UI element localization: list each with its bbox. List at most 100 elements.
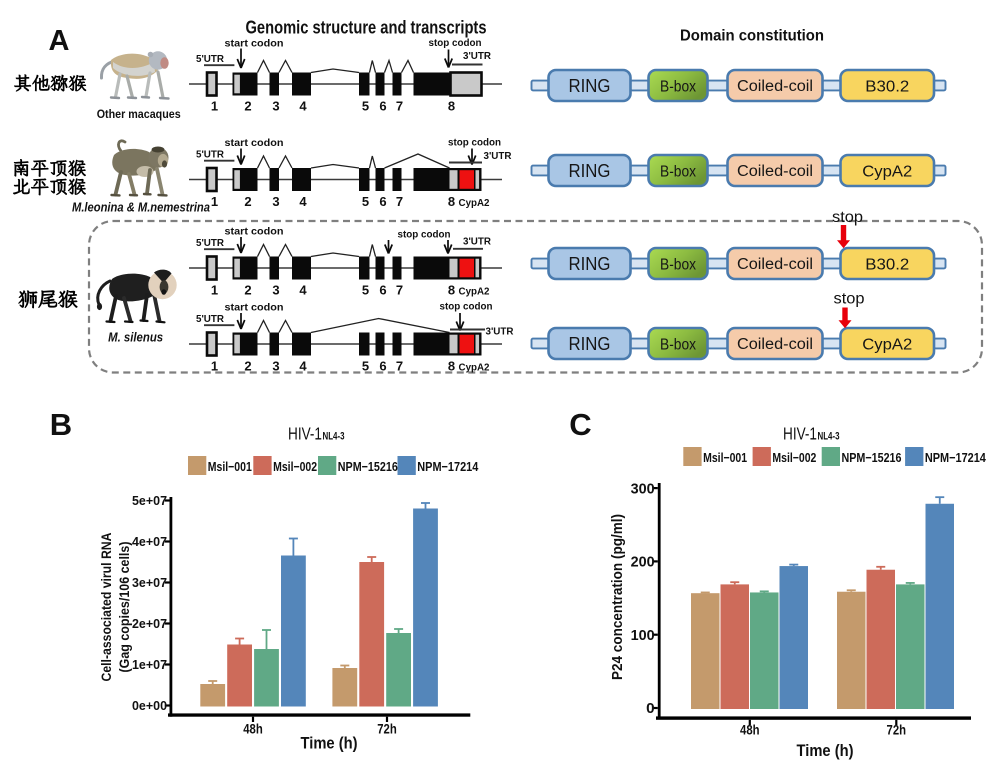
- svg-text:Coiled-coil: Coiled-coil: [737, 78, 813, 95]
- svg-text:1: 1: [211, 282, 218, 297]
- svg-text:6: 6: [379, 358, 386, 373]
- svg-text:4e+07: 4e+07: [132, 534, 167, 549]
- svg-text:5: 5: [362, 358, 369, 373]
- svg-text:Other macaques: Other macaques: [97, 109, 181, 121]
- svg-text:4: 4: [299, 358, 307, 373]
- svg-text:5'UTR: 5'UTR: [196, 149, 224, 161]
- svg-text:Genomic structure and transcri: Genomic structure and transcripts: [246, 18, 487, 38]
- svg-text:2e+07: 2e+07: [132, 616, 167, 631]
- svg-text:8: 8: [448, 282, 455, 297]
- svg-text:B30.2: B30.2: [865, 256, 909, 273]
- svg-text:5: 5: [362, 194, 369, 209]
- svg-text:CypA2: CypA2: [459, 197, 490, 209]
- svg-text:5e+07: 5e+07: [132, 493, 167, 508]
- svg-text:3'UTR: 3'UTR: [484, 150, 512, 162]
- svg-text:stop: stop: [834, 291, 865, 308]
- svg-text:RING: RING: [569, 161, 611, 181]
- svg-text:8: 8: [448, 358, 455, 373]
- svg-text:(Gag copies/106 cells): (Gag copies/106 cells): [117, 542, 132, 673]
- svg-text:7: 7: [396, 358, 403, 373]
- svg-text:Time (h): Time (h): [301, 735, 358, 753]
- svg-text:2: 2: [244, 282, 251, 297]
- svg-text:CypA2: CypA2: [459, 361, 490, 373]
- svg-text:3: 3: [272, 194, 279, 209]
- svg-text:100: 100: [631, 627, 655, 644]
- svg-text:5: 5: [362, 282, 369, 297]
- svg-text:5'UTR: 5'UTR: [196, 237, 224, 249]
- svg-text:3: 3: [272, 358, 279, 373]
- svg-text:48h: 48h: [740, 722, 760, 738]
- svg-text:start codon: start codon: [225, 227, 284, 238]
- svg-text:7: 7: [396, 98, 403, 113]
- svg-text:72h: 72h: [887, 722, 907, 738]
- svg-text:HIV-1: HIV-1: [288, 424, 322, 444]
- svg-text:1e+07: 1e+07: [132, 657, 167, 672]
- svg-text:7: 7: [396, 194, 403, 209]
- svg-text:NPM−15216: NPM−15216: [338, 459, 398, 474]
- svg-text:B30.2: B30.2: [865, 78, 909, 95]
- svg-text:200: 200: [631, 554, 655, 571]
- svg-text:NPM−15216: NPM−15216: [842, 450, 902, 465]
- svg-text:1: 1: [211, 194, 218, 209]
- svg-text:start codon: start codon: [225, 138, 284, 149]
- svg-text:3'UTR: 3'UTR: [463, 50, 491, 62]
- svg-text:RING: RING: [569, 334, 611, 354]
- svg-text:5'UTR: 5'UTR: [196, 53, 224, 65]
- svg-text:Coiled-coil: Coiled-coil: [737, 256, 813, 273]
- svg-text:start codon: start codon: [225, 39, 284, 50]
- svg-text:CypA2: CypA2: [459, 285, 490, 297]
- svg-text:0e+00: 0e+00: [132, 698, 167, 713]
- svg-text:3'UTR: 3'UTR: [463, 236, 491, 248]
- svg-text:Msil−002: Msil−002: [273, 459, 317, 474]
- svg-text:NPM−17214: NPM−17214: [925, 450, 987, 465]
- svg-text:B-box: B-box: [660, 336, 696, 353]
- svg-text:B: B: [50, 407, 72, 442]
- svg-text:B-box: B-box: [660, 256, 696, 273]
- svg-text:Coiled-coil: Coiled-coil: [737, 336, 813, 353]
- svg-text:8: 8: [448, 98, 455, 113]
- svg-text:stop codon: stop codon: [429, 38, 482, 49]
- svg-text:NPM−17214: NPM−17214: [417, 459, 479, 474]
- svg-text:M.leonina & M.nemestrina: M.leonina & M.nemestrina: [72, 201, 210, 215]
- svg-text:stop: stop: [832, 209, 863, 226]
- svg-text:6: 6: [379, 194, 386, 209]
- svg-text:1: 1: [211, 358, 218, 373]
- svg-text:A: A: [49, 25, 70, 57]
- svg-text:3: 3: [272, 98, 279, 113]
- svg-text:2: 2: [244, 194, 251, 209]
- svg-text:3e+07: 3e+07: [132, 575, 167, 590]
- svg-text:Msil−001: Msil−001: [208, 459, 252, 474]
- svg-text:stop codon: stop codon: [448, 138, 501, 149]
- svg-text:RING: RING: [569, 76, 611, 96]
- svg-text:Coiled-coil: Coiled-coil: [737, 163, 813, 180]
- svg-text:1: 1: [211, 98, 218, 113]
- svg-text:HIV-1: HIV-1: [783, 424, 817, 444]
- svg-text:Cell-associated virul RNA: Cell-associated virul RNA: [99, 532, 114, 681]
- svg-text:0: 0: [646, 700, 655, 717]
- svg-text:8: 8: [448, 194, 455, 209]
- svg-text:6: 6: [379, 98, 386, 113]
- svg-text:3: 3: [272, 282, 279, 297]
- svg-text:5: 5: [362, 98, 369, 113]
- svg-text:Domain constitution: Domain constitution: [680, 28, 824, 45]
- svg-text:CypA2: CypA2: [862, 163, 912, 180]
- svg-text:Msil−001: Msil−001: [703, 450, 747, 465]
- svg-text:RING: RING: [569, 254, 611, 274]
- svg-text:7: 7: [396, 282, 403, 297]
- svg-text:4: 4: [299, 282, 307, 297]
- svg-text:B-box: B-box: [660, 163, 696, 180]
- svg-text:5'UTR: 5'UTR: [196, 313, 224, 325]
- svg-text:C: C: [569, 407, 591, 442]
- svg-text:2: 2: [244, 358, 251, 373]
- svg-text:stop codon: stop codon: [398, 230, 451, 241]
- svg-text:3'UTR: 3'UTR: [486, 326, 514, 338]
- svg-text:2: 2: [244, 98, 251, 113]
- svg-text:300: 300: [631, 480, 655, 497]
- svg-text:4: 4: [299, 98, 307, 113]
- svg-text:NL4-3: NL4-3: [818, 431, 840, 443]
- svg-text:M. silenus: M. silenus: [108, 331, 163, 345]
- svg-text:4: 4: [299, 194, 307, 209]
- svg-text:stop codon: stop codon: [440, 302, 493, 313]
- svg-text:P24 concentration (pg/ml): P24 concentration (pg/ml): [609, 514, 626, 680]
- svg-text:6: 6: [379, 282, 386, 297]
